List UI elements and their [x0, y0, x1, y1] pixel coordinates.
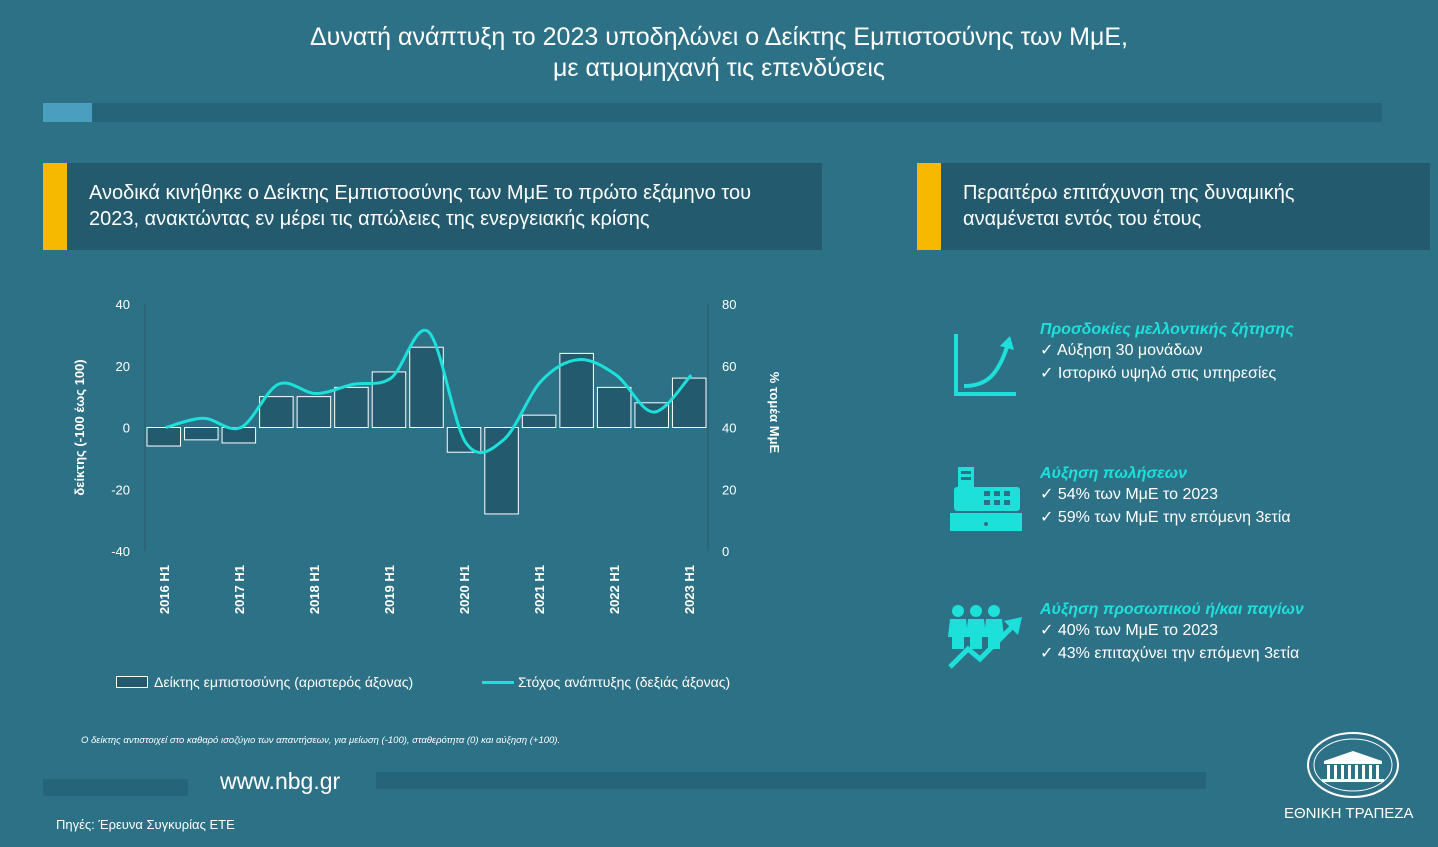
- bank-name: ΕΘΝΙΚΗ ΤΡΑΠΕΖΑ: [1284, 805, 1414, 822]
- right-panel-line-1: Περαιτέρω επιτάχυνση της δυναμικής: [963, 182, 1295, 204]
- bar: [521, 414, 557, 429]
- x-tick-label: 2018 H1: [307, 565, 322, 614]
- bar: [221, 427, 257, 444]
- page-title: Δυνατή ανάπτυξη το 2023 υποδηλώνει ο Δεί…: [0, 22, 1438, 84]
- item-line: ✓ Ιστορικό υψηλό στις υπηρεσίες: [1040, 365, 1277, 382]
- bottom-divider-left: [43, 779, 188, 796]
- item-heading: Αύξηση προσωπικού ή/και παγίων: [1040, 601, 1304, 618]
- bar: [259, 396, 294, 428]
- right-panel-line-2: αναμένεται εντός του έτους: [963, 208, 1202, 230]
- bar: [671, 377, 707, 428]
- left-panel-line-2: 2023, ανακτώντας εν μέρει τις απώλειες τ…: [89, 208, 650, 230]
- right-tick-label: 20: [722, 482, 736, 497]
- item-line: ✓ 59% των ΜμΕ την επόμενη 3ετία: [1040, 509, 1291, 526]
- item-demand-expectations: Προσδοκίες μελλοντικής ζήτησης ✓ Αύξηση …: [1040, 321, 1294, 385]
- x-tick-label: 2020 H1: [457, 565, 472, 614]
- right-header-panel: Περαιτέρω επιτάχυνση της δυναμικής αναμέ…: [917, 163, 1430, 250]
- item-line: ✓ 40% των ΜμΕ το 2023: [1040, 622, 1219, 639]
- x-tick-label: 2021 H1: [532, 565, 547, 614]
- legend-line-label: Στόχος ανάπτυξης (δεξιάς άξονας): [518, 674, 731, 690]
- item-line: ✓ 43% επιταχύνει την επόμενη 3ετία: [1040, 645, 1300, 662]
- staff-growth-icon: [948, 605, 1022, 669]
- top-divider-accent: [43, 103, 92, 122]
- left-panel-line-1: Ανοδικά κινήθηκε ο Δείκτης Εμπιστοσύνης …: [89, 182, 752, 204]
- left-header-panel: Ανοδικά κινήθηκε ο Δείκτης Εμπιστοσύνης …: [43, 163, 822, 250]
- bar: [559, 352, 594, 428]
- cash-register-icon: [950, 467, 1022, 531]
- bar: [184, 427, 219, 441]
- item-heading: Προσδοκίες μελλοντικής ζήτησης: [1040, 321, 1294, 338]
- legend-bar-swatch: [116, 676, 148, 688]
- left-tick-label: -40: [111, 544, 130, 559]
- x-tick-label: 2017 H1: [232, 565, 247, 614]
- item-line: ✓ 54% των ΜμΕ το 2023: [1040, 486, 1219, 503]
- x-tick-label: 2016 H1: [157, 565, 172, 614]
- right-tick-label: 40: [722, 421, 736, 436]
- source-note: Πηγές: Έρευνα Συγκυρίας ΕΤΕ: [56, 817, 235, 832]
- right-axis-title: % τομέα ΜμΕ: [767, 372, 782, 454]
- index-footnote: Ο δείκτης αντιστοιχεί στο καθαρό ισοζύγι…: [81, 735, 561, 746]
- right-tick-label: 80: [722, 297, 736, 312]
- x-tick-label: 2022 H1: [607, 565, 622, 614]
- right-tick-label: 60: [722, 359, 736, 374]
- bar: [409, 346, 444, 428]
- bar: [296, 396, 332, 428]
- item-staff-assets-increase: Αύξηση προσωπικού ή/και παγίων ✓ 40% των…: [1040, 601, 1304, 665]
- item-sales-increase: Αύξηση πωλήσεων ✓ 54% των ΜμΕ το 2023 ✓ …: [1040, 465, 1291, 529]
- bar: [146, 427, 182, 447]
- left-tick-label: 20: [116, 359, 130, 374]
- right-tick-label: 0: [722, 544, 729, 559]
- confidence-index-chart: 40 20 0 -20 -40 80 60 40 20 0 δείκτης (-100 έως 10…: [72, 297, 782, 614]
- left-panel-accent-stripe: [43, 163, 67, 250]
- x-tick-label: 2023 H1: [682, 565, 697, 614]
- legend-bar: Δείκτης εμπιστοσύνης (αριστερός άξονας): [116, 674, 413, 690]
- website-link[interactable]: www.nbg.gr: [220, 768, 341, 794]
- legend-line-swatch: [482, 680, 514, 684]
- bar: [334, 386, 369, 429]
- item-heading: Αύξηση πωλήσεων: [1040, 465, 1187, 482]
- top-divider-bar: [43, 103, 1382, 122]
- bar: [371, 371, 407, 429]
- bottom-divider-right: [376, 772, 1206, 789]
- growth-target-line: [165, 328, 693, 455]
- legend-line: Στόχος ανάπτυξης (δεξιάς άξονας): [482, 674, 730, 690]
- left-axis-title: δείκτης (-100 έως 100): [72, 359, 87, 495]
- bank-logo: [1307, 732, 1399, 798]
- title-line-2: με ατμομηχανή τις επενδύσεις: [553, 54, 885, 82]
- item-line: ✓ Αύξηση 30 μονάδων: [1040, 342, 1203, 359]
- bar: [596, 386, 632, 429]
- left-tick-label: 40: [116, 297, 130, 312]
- growth-chart-icon: [954, 334, 1016, 396]
- left-tick-label: -20: [111, 482, 130, 497]
- right-panel-accent-stripe: [917, 163, 941, 250]
- left-tick-label: 0: [123, 421, 130, 436]
- legend-bar-label: Δείκτης εμπιστοσύνης (αριστερός άξονας): [154, 674, 414, 690]
- title-line-1: Δυνατή ανάπτυξη το 2023 υποδηλώνει ο Δεί…: [309, 23, 1129, 51]
- x-tick-label: 2019 H1: [382, 565, 397, 614]
